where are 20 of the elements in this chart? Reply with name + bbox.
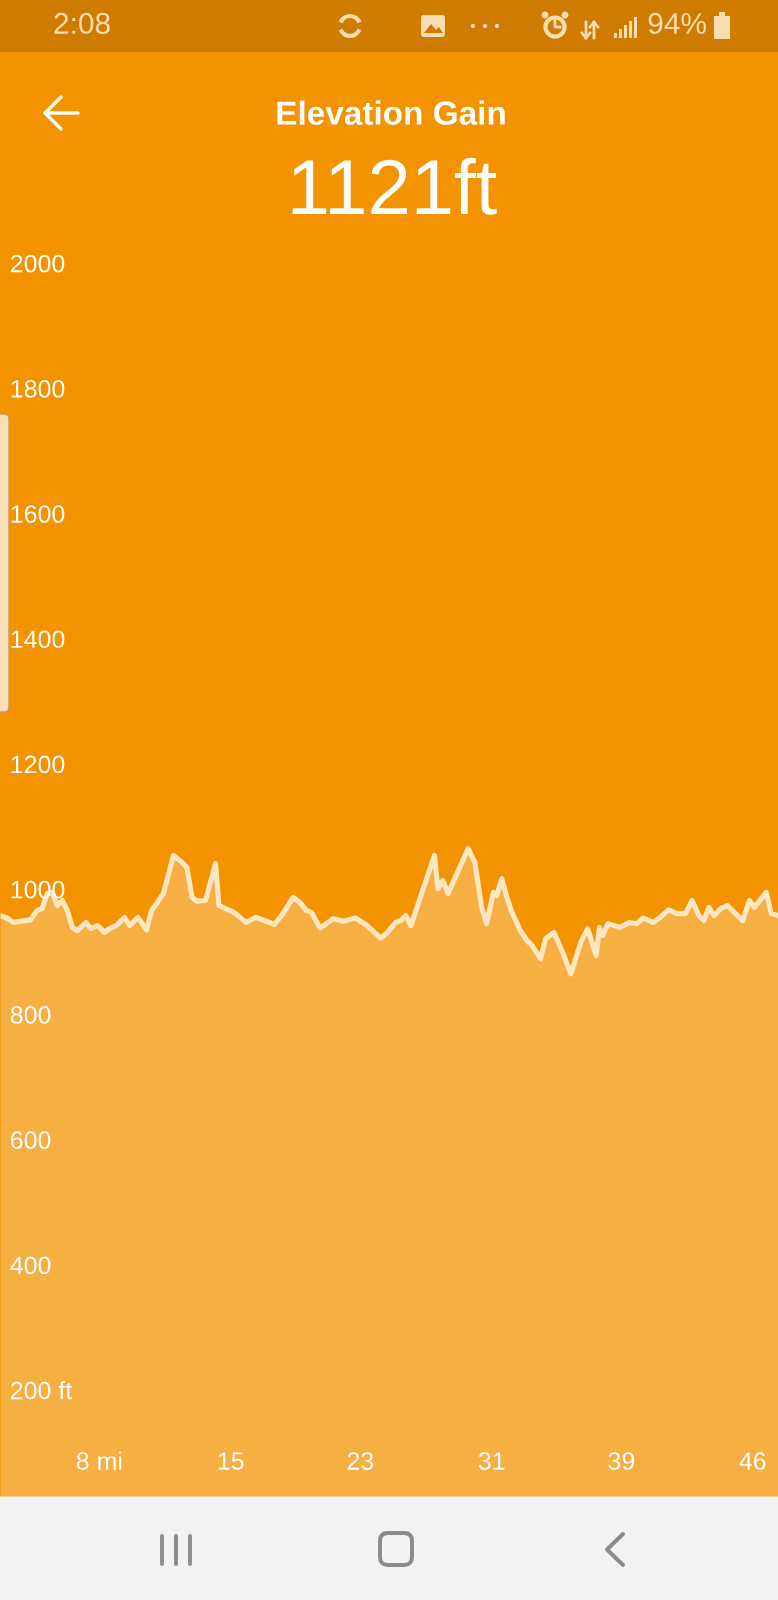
y-tick-label: 2000: [10, 254, 65, 273]
y-tick-label: 800: [10, 1006, 51, 1024]
y-tick-label: 200 ft: [10, 1381, 73, 1400]
chart-subtitle: 1121ft: [292, 157, 497, 215]
y-tick-label: 1800: [11, 379, 65, 398]
x-tick-label: 31: [478, 1452, 505, 1470]
y-tick-label: 1400: [11, 630, 65, 649]
x-tick-label: 15: [218, 1452, 244, 1470]
y-tick-label: 600: [10, 1131, 51, 1149]
y-tick-label: 1000: [11, 880, 65, 899]
y-tick-label: 400: [10, 1256, 51, 1275]
text: 2:08: [54, 12, 110, 35]
x-tick-label: 23: [347, 1452, 374, 1470]
x-tick-label: 46: [739, 1452, 766, 1470]
y-tick-label: 1200: [11, 755, 65, 774]
x-tick-label: 39: [608, 1452, 635, 1470]
chart-title: Elevation Gain: [277, 100, 505, 125]
x-tick-label: 8 mi: [76, 1451, 122, 1470]
text: 94%: [648, 12, 706, 35]
y-tick-label: 1600: [11, 505, 65, 523]
